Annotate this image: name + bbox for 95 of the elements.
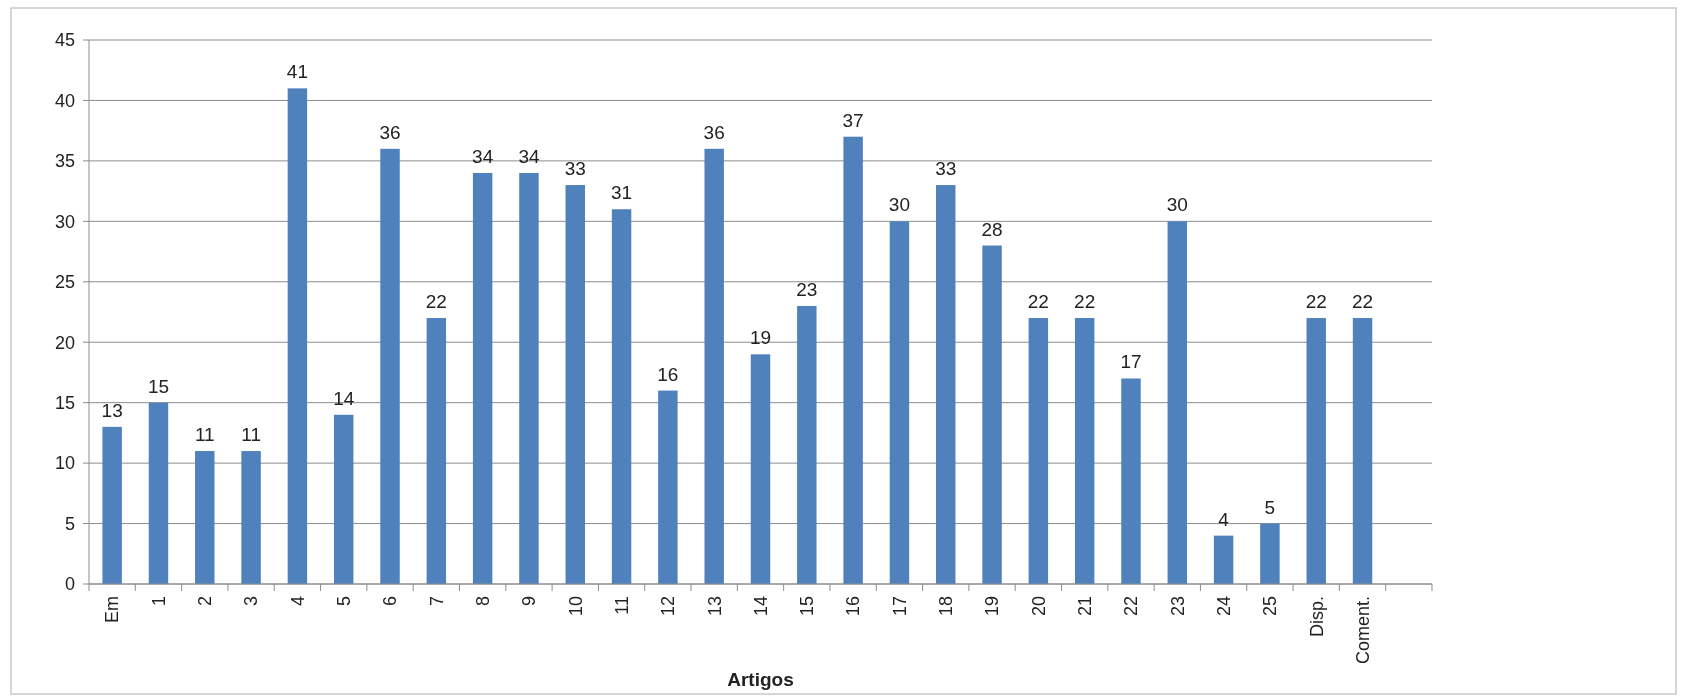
data-label: 28 bbox=[981, 218, 1003, 240]
bar bbox=[195, 451, 215, 584]
data-label: 30 bbox=[888, 194, 910, 216]
bar bbox=[1121, 378, 1141, 584]
x-axis-title: Artigos bbox=[727, 669, 794, 690]
data-label: 33 bbox=[935, 158, 957, 180]
data-label: 22 bbox=[425, 291, 447, 313]
data-label: 13 bbox=[101, 399, 123, 421]
x-tick-label: 20 bbox=[1028, 596, 1049, 617]
data-label: 30 bbox=[1166, 194, 1188, 216]
x-tick-label: Disp. bbox=[1306, 596, 1327, 638]
data-label: 36 bbox=[703, 121, 725, 143]
bar bbox=[1167, 221, 1188, 584]
x-tick-label: 8 bbox=[472, 596, 493, 607]
x-tick-label: 13 bbox=[704, 596, 725, 617]
bar bbox=[519, 172, 539, 584]
bar bbox=[797, 305, 817, 584]
y-tick-label: 45 bbox=[54, 30, 75, 51]
data-label: 22 bbox=[1305, 291, 1327, 313]
x-tick-label: 16 bbox=[843, 596, 864, 617]
x-tick-label: 21 bbox=[1074, 596, 1095, 617]
bar bbox=[1074, 318, 1095, 584]
data-label: 36 bbox=[379, 121, 401, 143]
bar bbox=[1213, 535, 1234, 584]
data-label: 22 bbox=[1351, 291, 1374, 313]
x-tick-label: 17 bbox=[889, 596, 910, 617]
x-tick-label: 25 bbox=[1260, 596, 1281, 617]
data-label: 41 bbox=[286, 61, 308, 83]
x-tick-label: 10 bbox=[565, 596, 586, 617]
y-tick-label: 20 bbox=[54, 332, 75, 353]
data-label: 31 bbox=[611, 182, 633, 204]
y-tick-label: 35 bbox=[54, 151, 75, 172]
x-tick-label: 3 bbox=[241, 596, 262, 607]
y-tick-label: 5 bbox=[64, 513, 75, 534]
bar bbox=[982, 245, 1002, 584]
x-tick-label: 9 bbox=[519, 596, 540, 607]
x-tick-label: 24 bbox=[1213, 596, 1234, 617]
y-tick-label: 30 bbox=[54, 211, 75, 232]
bar bbox=[565, 185, 585, 584]
data-label: 14 bbox=[333, 387, 355, 409]
y-tick-label: 10 bbox=[54, 453, 75, 474]
bar bbox=[658, 390, 678, 584]
data-label: 22 bbox=[1027, 291, 1049, 313]
bar bbox=[1028, 318, 1049, 584]
bar bbox=[704, 148, 724, 584]
x-tick-label: 6 bbox=[380, 596, 401, 607]
x-tick-label: 12 bbox=[658, 596, 679, 617]
y-tick-label: 0 bbox=[64, 574, 75, 595]
y-tick-label: 25 bbox=[54, 272, 75, 293]
x-tick-label: Em bbox=[102, 596, 123, 623]
data-label: 4 bbox=[1218, 508, 1230, 530]
x-tick-label: 2 bbox=[195, 596, 216, 607]
x-tick-label: 18 bbox=[936, 596, 957, 617]
data-label: 15 bbox=[147, 375, 170, 397]
y-tick-label: 15 bbox=[54, 392, 75, 413]
bar bbox=[472, 172, 493, 584]
bar bbox=[287, 88, 308, 584]
bar bbox=[102, 426, 122, 584]
data-label: 34 bbox=[472, 145, 494, 167]
bar bbox=[1260, 523, 1280, 584]
data-label: 11 bbox=[241, 424, 261, 446]
bar bbox=[333, 414, 354, 584]
data-label: 34 bbox=[518, 145, 540, 167]
x-tick-label: 14 bbox=[750, 596, 771, 617]
x-tick-label: 23 bbox=[1167, 596, 1188, 617]
data-label: 19 bbox=[749, 327, 772, 349]
x-tick-label: 7 bbox=[426, 596, 447, 607]
data-label: 22 bbox=[1074, 291, 1096, 313]
bar bbox=[1306, 318, 1326, 584]
bar bbox=[936, 185, 956, 584]
x-tick-label: 1 bbox=[148, 596, 169, 607]
bar bbox=[241, 451, 261, 584]
x-tick-label: 11 bbox=[611, 596, 632, 615]
bar bbox=[750, 354, 771, 584]
bar bbox=[380, 148, 400, 584]
data-label: 23 bbox=[796, 278, 818, 300]
x-tick-label: 15 bbox=[797, 596, 818, 617]
y-tick-label: 40 bbox=[54, 90, 75, 111]
bar bbox=[889, 221, 910, 584]
x-tick-label: 5 bbox=[334, 596, 355, 607]
bar bbox=[1352, 318, 1373, 584]
x-tick-label: 22 bbox=[1121, 596, 1142, 617]
bar bbox=[611, 209, 632, 584]
bar bbox=[426, 318, 447, 584]
data-label: 17 bbox=[1120, 351, 1142, 373]
x-tick-label: 19 bbox=[982, 596, 1003, 617]
data-label: 11 bbox=[194, 424, 215, 446]
data-label: 5 bbox=[1264, 496, 1276, 518]
bar bbox=[148, 402, 169, 584]
data-label: 33 bbox=[564, 158, 586, 180]
bar bbox=[843, 136, 863, 584]
data-label: 37 bbox=[842, 109, 864, 131]
x-tick-label: 4 bbox=[287, 596, 308, 607]
data-label: 16 bbox=[657, 363, 679, 385]
x-tick-label: Coment. bbox=[1352, 596, 1373, 665]
